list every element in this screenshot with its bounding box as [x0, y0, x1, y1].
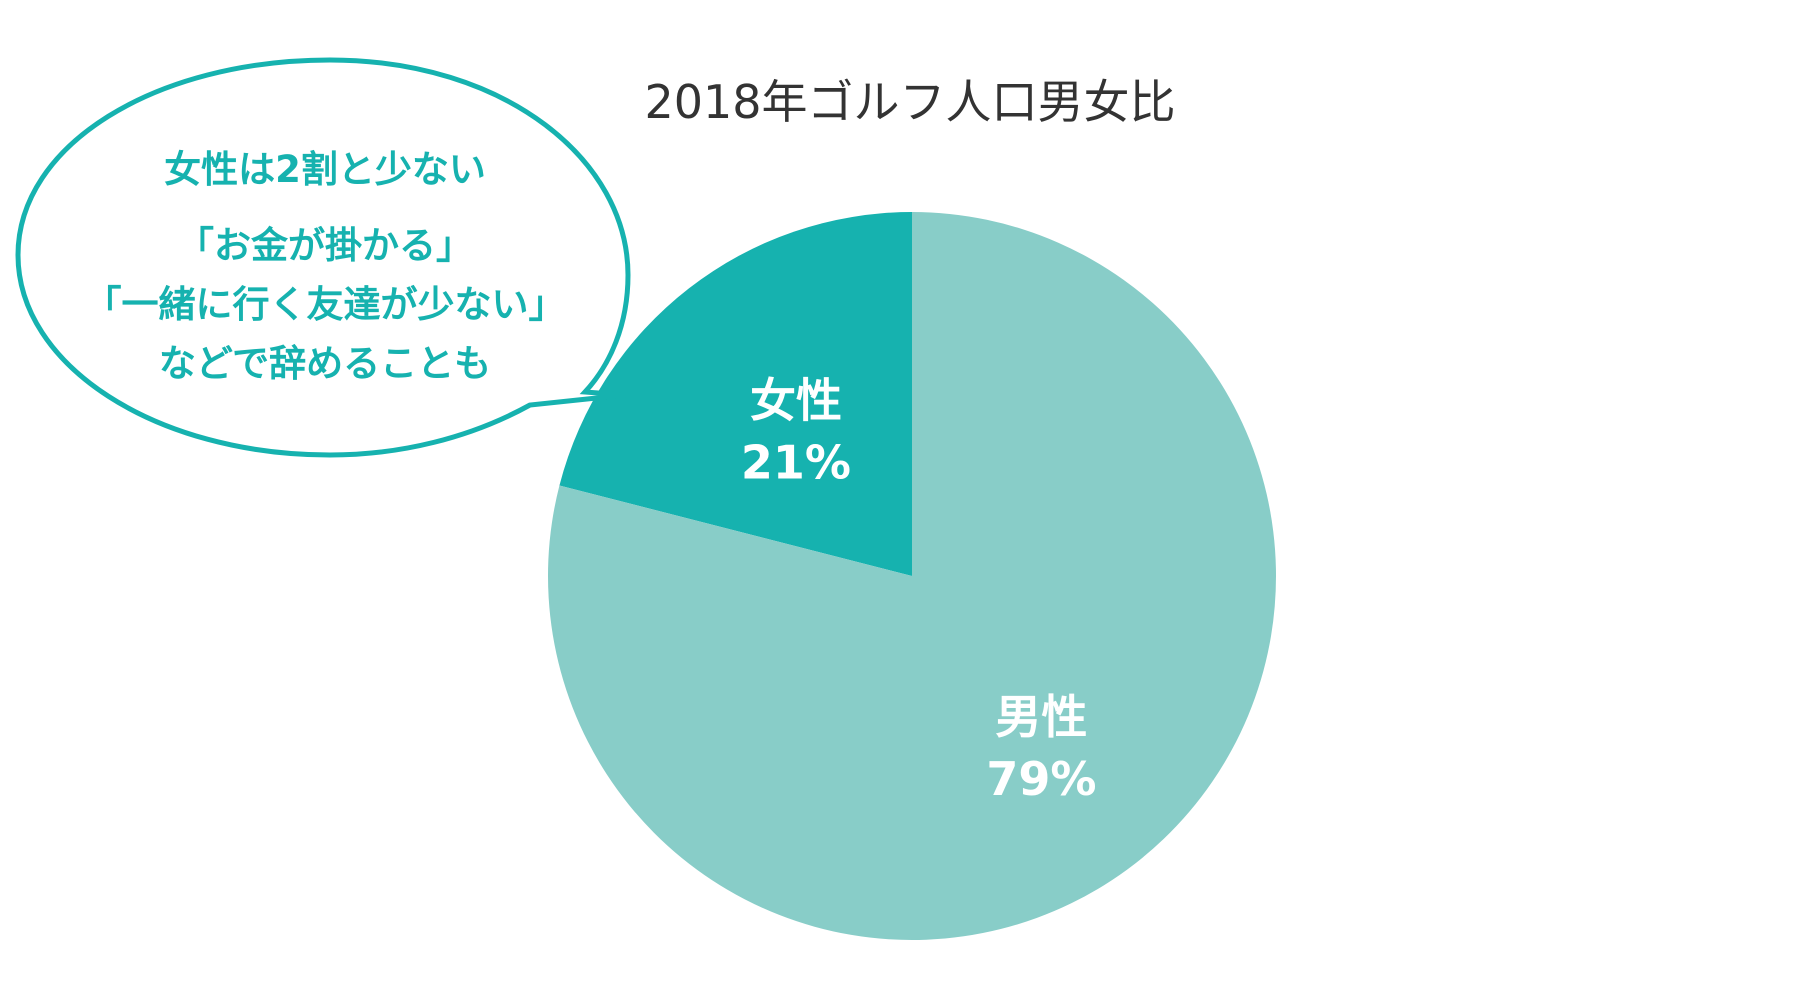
slice-category-label-2: 男性: [995, 690, 1087, 744]
slice-value-label-2: 79%: [986, 752, 1096, 806]
callout-line-3: 「一緒に行く友達が少ない」: [85, 283, 566, 326]
slice-labels: 女性 21% 男性 79%: [741, 373, 1097, 805]
slice-category-label-1: 女性: [750, 373, 842, 427]
callout-line-1: 女性は2割と少ない: [164, 148, 486, 191]
pie-slices: [548, 212, 1276, 940]
callout-bubble: 女性は2割と少ない 「お金が掛かる」 「一緒に行く友達が少ない」 などで辞めるこ…: [15, 57, 631, 458]
callout-line-2: 「お金が掛かる」: [177, 224, 473, 267]
chart-title: 2018年ゴルフ人口男女比: [644, 75, 1175, 129]
callout-line-4: などで辞めることも: [159, 342, 491, 385]
pie-slice-1: [559, 212, 912, 576]
pie-slice-2: [548, 212, 1276, 940]
speech-bubble-shape: [15, 57, 631, 458]
slice-value-label-1: 21%: [741, 435, 851, 489]
